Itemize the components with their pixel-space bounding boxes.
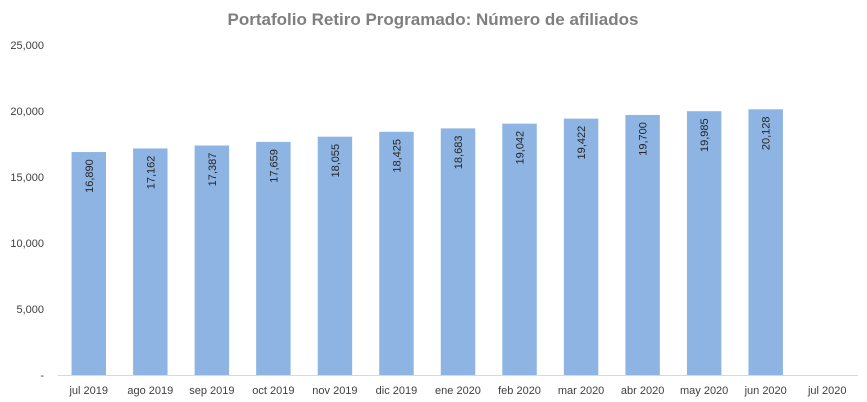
x-tick-label: mar 2020 — [558, 385, 604, 397]
data-label: 19,422 — [576, 126, 588, 160]
y-tick-label: 25,000 — [10, 40, 44, 52]
x-tick-label: oct 2019 — [252, 385, 294, 397]
data-label: 18,425 — [391, 139, 403, 173]
y-tick-label: 20,000 — [10, 106, 44, 118]
bar — [686, 111, 722, 375]
bar — [317, 136, 353, 375]
x-tick-label: ago 2019 — [127, 385, 173, 397]
data-label: 18,683 — [453, 136, 465, 170]
chart-title: Portafolio Retiro Programado: Número de … — [228, 10, 639, 29]
y-tick-label: - — [40, 370, 44, 382]
bar — [194, 145, 230, 375]
data-label: 19,042 — [515, 131, 527, 165]
data-label: 18,055 — [330, 144, 342, 178]
data-label: 20,128 — [761, 116, 773, 150]
data-label: 16,890 — [84, 159, 96, 193]
x-tick-label: may 2020 — [680, 385, 728, 397]
data-label: 17,659 — [268, 149, 280, 183]
bar — [71, 152, 106, 375]
x-tick-label: ene 2020 — [435, 385, 481, 397]
data-label: 17,387 — [207, 153, 219, 187]
x-tick-label: jun 2020 — [744, 385, 787, 397]
x-tick-label: dic 2019 — [376, 385, 418, 397]
data-label: 17,162 — [145, 156, 157, 190]
x-tick-label: sep 2019 — [189, 385, 234, 397]
x-tick-label: abr 2020 — [621, 385, 664, 397]
bar — [133, 148, 168, 375]
x-tick-label: feb 2020 — [498, 385, 541, 397]
bars-group: 16,890 17,162 17,387 17,659 18,055 18,425 18,6… — [71, 109, 783, 376]
data-label: 19,985 — [699, 118, 711, 152]
x-tick-label: jul 2019 — [68, 385, 108, 397]
y-axis: - 5,000 10,000 15,000 20,000 25,000 — [10, 40, 44, 382]
bar — [563, 118, 599, 375]
y-tick-label: 10,000 — [10, 238, 44, 250]
data-label: 19,700 — [638, 122, 650, 156]
bar — [379, 131, 414, 375]
bar — [748, 109, 783, 376]
bar — [625, 114, 660, 376]
bar — [502, 123, 537, 375]
x-tick-label: jul 2020 — [807, 385, 847, 397]
y-tick-label: 5,000 — [16, 304, 44, 316]
x-axis: jul 2019 ago 2019 sep 2019 oct 2019 nov 2019… — [58, 375, 858, 397]
bar — [440, 128, 476, 375]
x-tick-label: nov 2019 — [312, 385, 357, 397]
bar — [256, 141, 291, 375]
y-tick-label: 15,000 — [10, 172, 44, 184]
